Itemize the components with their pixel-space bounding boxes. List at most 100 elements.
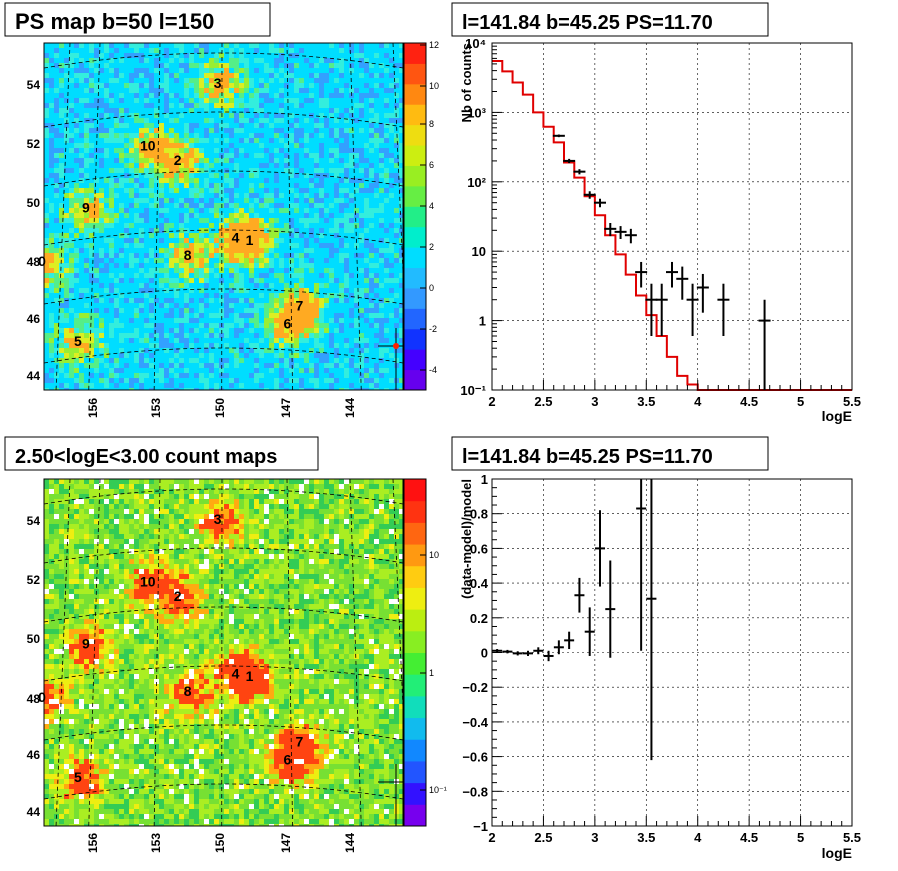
map-pixel bbox=[259, 143, 264, 148]
map-pixel bbox=[169, 293, 174, 298]
map-pixel bbox=[244, 378, 249, 383]
map-pixel bbox=[134, 53, 139, 58]
map-pixel bbox=[339, 253, 344, 258]
map-pixel bbox=[359, 198, 364, 203]
map-pixel bbox=[189, 298, 194, 303]
map-pixel bbox=[254, 223, 259, 228]
map-pixel bbox=[149, 363, 154, 368]
map-pixel bbox=[254, 368, 259, 373]
map-pixel bbox=[134, 88, 139, 93]
map-pixel bbox=[189, 138, 194, 143]
map-pixel bbox=[144, 233, 149, 238]
map-pixel bbox=[224, 153, 229, 158]
map-pixel bbox=[334, 328, 339, 333]
map-pixel bbox=[234, 283, 239, 288]
map-pixel bbox=[384, 213, 389, 218]
map-pixel bbox=[224, 373, 229, 378]
map-pixel bbox=[44, 168, 49, 173]
map-pixel bbox=[149, 58, 154, 63]
map-pixel bbox=[279, 363, 284, 368]
map-pixel bbox=[394, 258, 399, 263]
map-pixel bbox=[119, 368, 124, 373]
map-pixel bbox=[309, 213, 314, 218]
map-pixel bbox=[249, 73, 254, 78]
map-pixel bbox=[139, 88, 144, 93]
map-pixel bbox=[254, 363, 259, 368]
map-pixel bbox=[79, 63, 84, 68]
map-pixel bbox=[369, 53, 374, 58]
map-pixel bbox=[49, 208, 54, 213]
map-pixel bbox=[359, 373, 364, 378]
map-pixel bbox=[244, 48, 249, 53]
map-pixel bbox=[319, 268, 324, 273]
map-pixel bbox=[324, 53, 329, 58]
map-pixel bbox=[249, 208, 254, 213]
map-pixel bbox=[74, 73, 79, 78]
map-pixel bbox=[274, 278, 279, 283]
map-pixel bbox=[129, 213, 134, 218]
map-pixel bbox=[194, 198, 199, 203]
map-pixel bbox=[84, 208, 89, 213]
map-pixel bbox=[319, 258, 324, 263]
map-pixel bbox=[269, 368, 274, 373]
map-pixel bbox=[184, 118, 189, 123]
map-pixel bbox=[164, 353, 169, 358]
map-pixel bbox=[374, 273, 379, 278]
map-pixel bbox=[194, 78, 199, 83]
map-pixel bbox=[284, 368, 289, 373]
map-pixel bbox=[199, 178, 204, 183]
map-pixel bbox=[394, 253, 399, 258]
map-pixel bbox=[169, 148, 174, 153]
map-pixel bbox=[314, 148, 319, 153]
map-pixel bbox=[164, 303, 169, 308]
map-pixel bbox=[369, 128, 374, 133]
map-pixel bbox=[164, 318, 169, 323]
map-pixel bbox=[129, 258, 134, 263]
map-pixel bbox=[149, 328, 154, 333]
map-pixel bbox=[154, 158, 159, 163]
map-pixel bbox=[114, 168, 119, 173]
map-pixel bbox=[134, 193, 139, 198]
map-pixel bbox=[394, 88, 399, 93]
map-pixel bbox=[219, 68, 224, 73]
map-pixel bbox=[189, 98, 194, 103]
map-pixel bbox=[389, 288, 394, 293]
map-pixel bbox=[204, 248, 209, 253]
map-pixel bbox=[344, 73, 349, 78]
map-pixel bbox=[319, 323, 324, 328]
map-pixel bbox=[264, 88, 269, 93]
map-pixel bbox=[369, 353, 374, 358]
map-pixel bbox=[264, 273, 269, 278]
map-pixel bbox=[279, 178, 284, 183]
map-pixel bbox=[294, 313, 299, 318]
map-pixel bbox=[259, 218, 264, 223]
map-pixel bbox=[279, 68, 284, 73]
map-pixel bbox=[349, 148, 354, 153]
map-pixel bbox=[379, 283, 384, 288]
map-pixel bbox=[244, 83, 249, 88]
map-pixel bbox=[144, 138, 149, 143]
map-pixel bbox=[159, 213, 164, 218]
map-pixel bbox=[114, 143, 119, 148]
map-pixel bbox=[244, 358, 249, 363]
map-pixel bbox=[99, 148, 104, 153]
map-pixel bbox=[374, 213, 379, 218]
map-pixel bbox=[134, 173, 139, 178]
map-pixel bbox=[249, 288, 254, 293]
map-pixel bbox=[124, 338, 129, 343]
map-pixel bbox=[154, 293, 159, 298]
map-pixel bbox=[174, 138, 179, 143]
map-pixel bbox=[94, 248, 99, 253]
map-pixel bbox=[49, 173, 54, 178]
map-pixel bbox=[199, 348, 204, 353]
map-pixel bbox=[49, 63, 54, 68]
map-pixel bbox=[299, 183, 304, 188]
map-pixel bbox=[194, 83, 199, 88]
map-pixel bbox=[269, 173, 274, 178]
map-pixel bbox=[389, 368, 394, 373]
map-pixel bbox=[229, 308, 234, 313]
map-pixel bbox=[279, 213, 284, 218]
map-pixel bbox=[84, 178, 89, 183]
map-pixel bbox=[249, 178, 254, 183]
map-pixel bbox=[214, 233, 219, 238]
